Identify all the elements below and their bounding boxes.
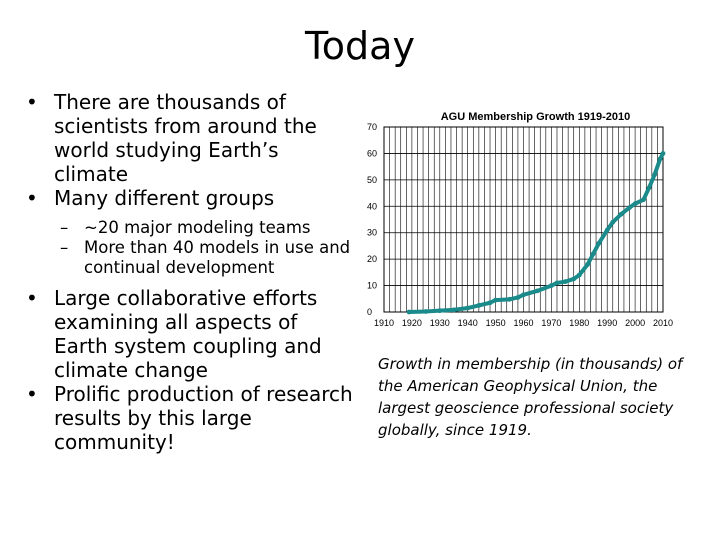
data-point [641,197,646,203]
data-point [590,251,596,257]
data-point [487,300,493,306]
y-tick-label: 70 [367,122,377,132]
y-tick-label: 50 [367,175,377,185]
y-tick-label: 20 [367,254,377,264]
dash-marker: – [60,218,69,237]
data-point [585,262,591,267]
sub-bullet-2: – More than 40 models in use and continu… [60,238,356,278]
x-tick-label: 1960 [513,318,533,328]
bullet-1-text: There are thousands of scientists from a… [54,90,317,186]
x-tick-label: 1920 [402,318,422,328]
x-tick-label: 1990 [597,318,617,328]
sub-bullet-2-text: More than 40 models in use and continual… [84,238,351,277]
data-point [515,295,521,300]
y-tick-label: 60 [367,148,377,158]
membership-chart: AGU Membership Growth 1919-2010 0 10 20 30 40… [367,111,673,328]
data-point [549,283,554,288]
sub-bullet-list: – ~20 major modeling teams – More than 4… [26,218,356,278]
x-tick-label: 1940 [458,318,478,328]
bullet-3: • Large collaborative efforts examining … [26,286,356,382]
data-point [535,288,540,294]
data-point [554,280,560,286]
data-point [610,219,616,225]
data-point [562,279,568,285]
data-point [652,172,658,177]
data-point [521,292,526,298]
plot-border [383,126,664,313]
bullet-2-text: Many different groups [54,186,275,210]
y-tick-label: 40 [367,201,377,211]
data-point [437,308,443,314]
data-point [576,272,582,278]
data-point [423,309,429,314]
x-tick-label: 1970 [541,318,561,328]
y-tick-label: 30 [367,228,377,238]
data-point [618,211,624,217]
slide-title: Today [305,24,415,68]
data-point [507,296,512,302]
data-point [646,185,652,191]
bullet-marker: • [26,186,38,210]
dash-marker: – [60,238,69,257]
data-point [632,201,638,207]
x-tick-label: 1910 [374,318,394,328]
x-tick-label: 2010 [653,318,673,328]
bullet-2: • Many different groups [26,186,356,210]
x-tick-label: 2000 [625,318,645,328]
bullet-4: • Prolific production of research result… [26,382,356,454]
bullet-3-text: Large collaborative efforts examining al… [54,286,322,382]
data-point [657,156,663,162]
bullet-list: • There are thousands of scientists from… [26,90,356,454]
data-point [476,302,482,308]
x-tick-label: 1930 [430,318,450,328]
bullet-1: • There are thousands of scientists from… [26,90,356,186]
data-point [660,151,666,156]
x-tick-label: 1980 [569,318,589,328]
data-point [406,309,412,315]
chart-title: AGU Membership Growth 1919-2010 [441,111,631,123]
y-tick-label: 0 [367,307,372,317]
data-point [596,240,602,246]
bullet-4-text: Prolific production of research results … [54,382,353,454]
y-tick-label: 10 [367,281,377,291]
bullet-marker: • [26,382,38,406]
data-point [571,276,577,282]
chart-caption: Growth in membership (in thousands) of t… [378,355,683,439]
data-point [465,305,471,311]
data-point [627,205,632,211]
bullet-marker: • [26,286,38,310]
x-tick-label: 1950 [486,318,506,328]
data-point [604,227,610,233]
data-point [493,297,498,303]
sub-bullet-1: – ~20 major modeling teams [60,218,356,238]
bullet-marker: • [26,90,38,114]
sub-bullet-1-text: ~20 major modeling teams [84,218,311,237]
data-point [451,307,457,313]
